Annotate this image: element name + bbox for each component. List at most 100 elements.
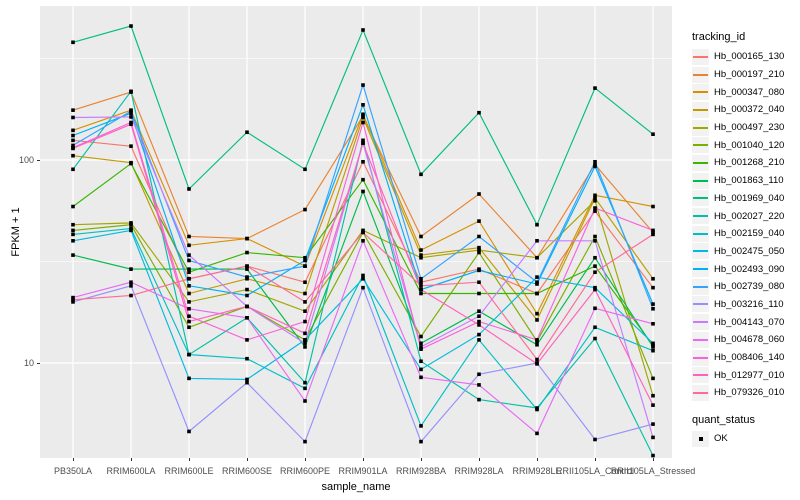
quant-status-items: OK — [692, 430, 798, 448]
data-point — [593, 164, 597, 169]
legend-key — [692, 172, 709, 189]
legend-item-label: Hb_002159_040 — [714, 228, 785, 240]
data-point — [187, 276, 191, 281]
data-point — [187, 258, 191, 263]
data-point — [419, 172, 423, 177]
data-point — [245, 264, 249, 268]
data-point — [593, 193, 597, 198]
legend-item-label: Hb_002475_050 — [714, 245, 785, 257]
legend-item: Hb_079326_010 — [692, 384, 798, 402]
y-tick-mark — [37, 159, 40, 161]
x-tick-mark — [421, 458, 422, 461]
legend-item: Hb_001969_040 — [692, 190, 798, 208]
data-point — [71, 133, 75, 138]
quant-status-title: quant_status — [692, 413, 755, 426]
legend-item-label: Hb_004143_070 — [714, 316, 785, 328]
data-point — [477, 234, 481, 239]
data-point — [419, 280, 423, 285]
data-point — [361, 112, 365, 117]
legend-key — [692, 119, 709, 136]
data-point — [303, 399, 307, 403]
data-point — [71, 40, 75, 45]
legend-key-line-icon — [693, 250, 708, 253]
data-point — [71, 232, 75, 237]
data-point — [303, 341, 307, 346]
data-point — [651, 348, 655, 353]
data-point — [303, 386, 307, 391]
legend-item: Hb_001268_210 — [692, 154, 798, 172]
data-point — [129, 115, 133, 119]
data-point — [593, 209, 597, 213]
legend-key-line-icon — [693, 356, 708, 359]
data-point — [477, 192, 481, 196]
data-point — [303, 439, 307, 444]
data-point — [245, 377, 249, 382]
data-point — [187, 306, 191, 311]
legend-item: Hb_002027_220 — [692, 207, 798, 225]
data-point — [593, 325, 597, 330]
legend-item-label: Hb_001863_110 — [714, 175, 784, 187]
data-point — [361, 159, 365, 164]
data-point — [419, 367, 423, 372]
legend-key — [692, 331, 709, 348]
data-point — [477, 250, 481, 255]
data-point — [245, 267, 249, 271]
data-point — [651, 204, 655, 209]
legend-item: Hb_001863_110 — [692, 172, 798, 190]
legend-item: Hb_012977_010 — [692, 366, 798, 384]
legend-key-line-icon — [693, 197, 708, 200]
legend-key-line-icon — [693, 73, 708, 76]
legend-key-line-icon — [693, 161, 708, 164]
data-point — [187, 187, 191, 191]
data-point — [129, 89, 133, 94]
legend-item: Hb_000347_080 — [692, 83, 798, 101]
x-tick-mark — [595, 458, 596, 461]
data-point — [651, 285, 655, 290]
data-point — [187, 352, 191, 357]
data-point — [419, 341, 423, 346]
data-point — [419, 375, 423, 380]
data-point — [593, 264, 597, 268]
data-point — [419, 255, 423, 260]
data-point — [651, 435, 655, 440]
y-tick-mark — [37, 362, 40, 364]
x-tick-label: RRIM600SE — [221, 466, 273, 476]
legend-item: Hb_004143_070 — [692, 313, 798, 331]
data-point — [361, 120, 365, 125]
data-point — [419, 276, 423, 281]
legend-key — [692, 314, 709, 331]
legend-key — [692, 384, 709, 401]
data-point — [71, 253, 75, 257]
data-point — [535, 280, 539, 285]
data-point — [535, 338, 539, 342]
data-point — [651, 321, 655, 326]
data-point — [129, 24, 133, 28]
data-point — [651, 422, 655, 426]
data-point — [129, 122, 133, 127]
data-point — [361, 83, 365, 87]
legend-key — [692, 296, 709, 313]
legend-item-label: Hb_008406_140 — [714, 352, 785, 364]
x-tick-label: RRIM928LE — [512, 466, 562, 476]
legend-key-line-icon — [693, 268, 708, 271]
data-point — [419, 345, 423, 349]
legend-key — [692, 367, 709, 384]
data-point — [303, 380, 307, 385]
data-point — [593, 255, 597, 260]
data-point — [593, 238, 597, 243]
data-point — [477, 372, 481, 377]
legend-item: Hb_008406_140 — [692, 349, 798, 367]
data-point — [651, 302, 655, 306]
legend-item: Hb_003216_110 — [692, 296, 798, 314]
x-tick-label: RRIM928BA — [395, 466, 447, 476]
legend-key-line-icon — [693, 144, 708, 147]
data-point — [651, 341, 655, 346]
legend-item-label: Hb_001040_120 — [714, 139, 785, 151]
legend-item-label: Hb_000347_080 — [714, 86, 785, 98]
data-point — [71, 222, 75, 227]
legend-item: Hb_000497_230 — [692, 119, 798, 137]
data-point — [419, 248, 423, 252]
data-point — [71, 238, 75, 243]
